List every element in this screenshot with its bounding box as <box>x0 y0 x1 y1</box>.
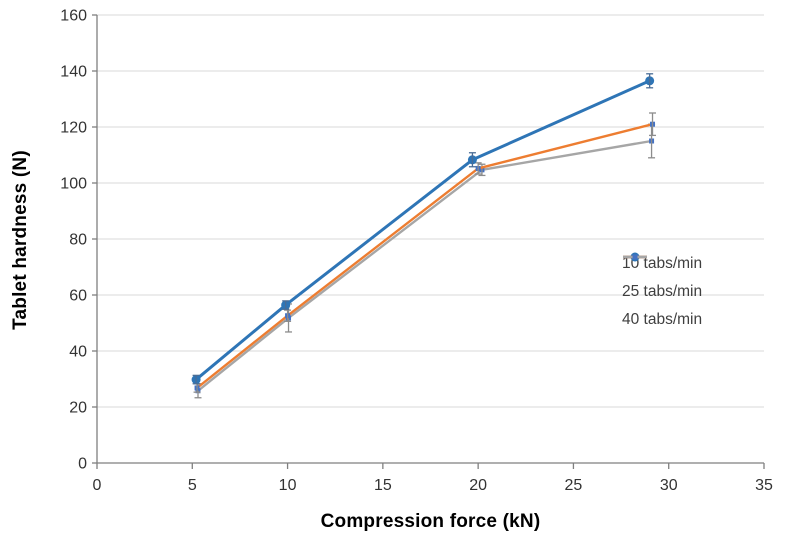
x-tick-label: 35 <box>755 477 773 494</box>
y-tick-label: 80 <box>69 232 87 249</box>
series-line-10-tabs-min <box>194 79 652 382</box>
error-bars-40-tabs-min <box>194 123 656 399</box>
legend-label-40-tabs-min: 40 tabs/min <box>622 311 703 328</box>
x-tick-label: 10 <box>279 477 297 494</box>
series-25-tabs-min <box>194 121 656 391</box>
y-axis-title: Tablet hardness (N) <box>10 150 31 330</box>
x-tick-labels: 0 5 10 15 20 25 30 35 <box>93 477 773 494</box>
legend-entry-25-tabs-min: 25 tabs/min <box>622 254 703 306</box>
y-tick-label: 140 <box>60 64 87 81</box>
series-line-25-tabs-min <box>195 122 654 390</box>
series-line-40-tabs-min <box>196 139 653 392</box>
y-tick-label: 0 <box>78 456 87 473</box>
y-tick-label: 100 <box>60 176 87 193</box>
error-bars-25-tabs-min <box>193 112 657 393</box>
axes <box>92 14 765 469</box>
x-tick-label: 15 <box>374 477 392 494</box>
legend-label-25-tabs-min: 25 tabs/min <box>622 283 703 300</box>
y-tick-label: 60 <box>69 288 87 305</box>
gridlines <box>97 14 764 408</box>
y-tick-label: 160 <box>60 8 87 25</box>
legend-label-10-tabs-min: 10 tabs/min <box>622 255 703 272</box>
x-tick-label: 30 <box>660 477 678 494</box>
y-tick-label: 20 <box>69 400 87 417</box>
x-tick-label: 25 <box>565 477 583 494</box>
error-bars-10-tabs-min <box>192 73 654 385</box>
x-tick-label: 0 <box>93 477 102 494</box>
x-axis-title: Compression force (kN) <box>320 511 541 532</box>
series-40-tabs-min <box>195 138 655 394</box>
y-tick-label: 120 <box>60 120 87 137</box>
legend-entry-40-tabs-min: 40 tabs/min <box>622 254 703 334</box>
y-tick-labels: 0 20 40 60 80 100 120 140 160 <box>60 8 87 473</box>
legend: 10 tabs/min 25 tabs/min 40 tabs/min <box>622 250 702 334</box>
x-tick-label: 5 <box>188 477 197 494</box>
legend-marker-40-tabs-min <box>623 254 647 260</box>
x-tick-label: 20 <box>469 477 487 494</box>
y-tick-label: 40 <box>69 344 87 361</box>
